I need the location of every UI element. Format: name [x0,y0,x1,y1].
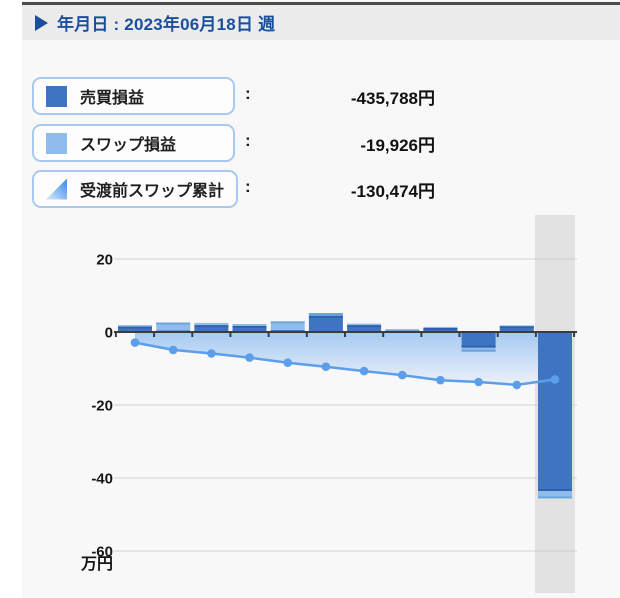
legend-value-swap-cumulative: -130,474円 [350,182,435,201]
colon: : [245,177,251,196]
trade-bar-swatch-icon [46,85,67,107]
legend-label-trade: 売買損益 [80,90,145,107]
svg-text:万円: 万円 [80,555,113,573]
svg-text:-40: -40 [91,471,113,488]
svg-text:0: 0 [105,325,113,342]
colon: : [245,84,251,103]
swap-bar-swatch-icon [46,132,67,154]
swap-cumulative-area-icon [46,178,67,200]
legend-value-swap: -19,926円 [360,136,435,155]
legend-item-trade[interactable]: 売買損益 [32,77,235,115]
period-header-label: 年月日 : 2023年06月18日 週 [57,15,276,34]
legend-row-trade: 売買損益 : -435,788円 [32,77,620,117]
legend-label-swap-cumulative: 受渡前スワップ累計 [80,183,225,200]
period-header[interactable]: 年月日 : 2023年06月18日 週 [22,2,620,40]
svg-text:-20: -20 [91,398,113,415]
chart-panel: 年月日 : 2023年06月18日 週 売買損益 : -435,788円 スワッ… [22,0,620,598]
legend-label-swap: スワップ損益 [80,137,177,154]
svg-text:-60: -60 [91,544,113,561]
colon: : [245,131,251,150]
legend-row-swap-cumulative: 受渡前スワップ累計 : -130,474円 [32,170,620,210]
legend-row-swap: スワップ損益 : -19,926円 [32,124,620,164]
legend-item-swap[interactable]: スワップ損益 [32,124,235,162]
legend-item-swap-cumulative[interactable]: 受渡前スワップ累計 [32,170,239,208]
play-icon [35,14,48,31]
legend-value-trade: -435,788円 [350,89,435,108]
svg-text:20: 20 [96,252,113,269]
